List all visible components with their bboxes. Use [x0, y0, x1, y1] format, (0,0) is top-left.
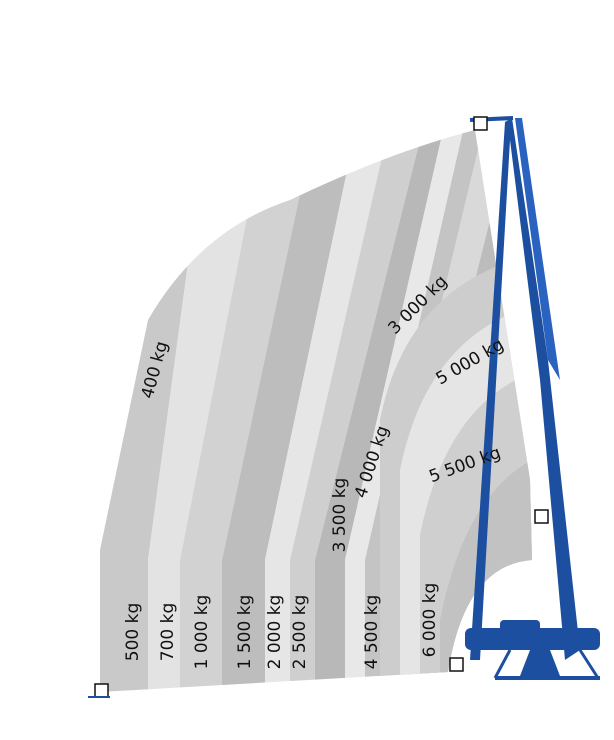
load-zone: [222, 130, 362, 692]
load-zone: [265, 130, 395, 692]
load-label: 4 500 kg: [362, 595, 382, 670]
load-label: 1 000 kg: [192, 595, 212, 670]
load-label: 1 500 kg: [235, 595, 255, 670]
load-zone: [290, 130, 430, 692]
load-zone: [345, 130, 470, 692]
load-label: 700 kg: [158, 603, 178, 662]
load-label: 2 000 kg: [265, 595, 285, 670]
load-label: 2 500 kg: [290, 595, 310, 670]
load-label: 6 000 kg: [420, 583, 440, 658]
load-zone: [148, 130, 270, 692]
load-label: 3 500 kg: [330, 478, 350, 553]
load-label: 500 kg: [123, 603, 143, 662]
crane: [88, 116, 600, 698]
load-zone: [365, 130, 490, 692]
load-zone: [315, 130, 450, 692]
load-zone: [180, 130, 320, 692]
